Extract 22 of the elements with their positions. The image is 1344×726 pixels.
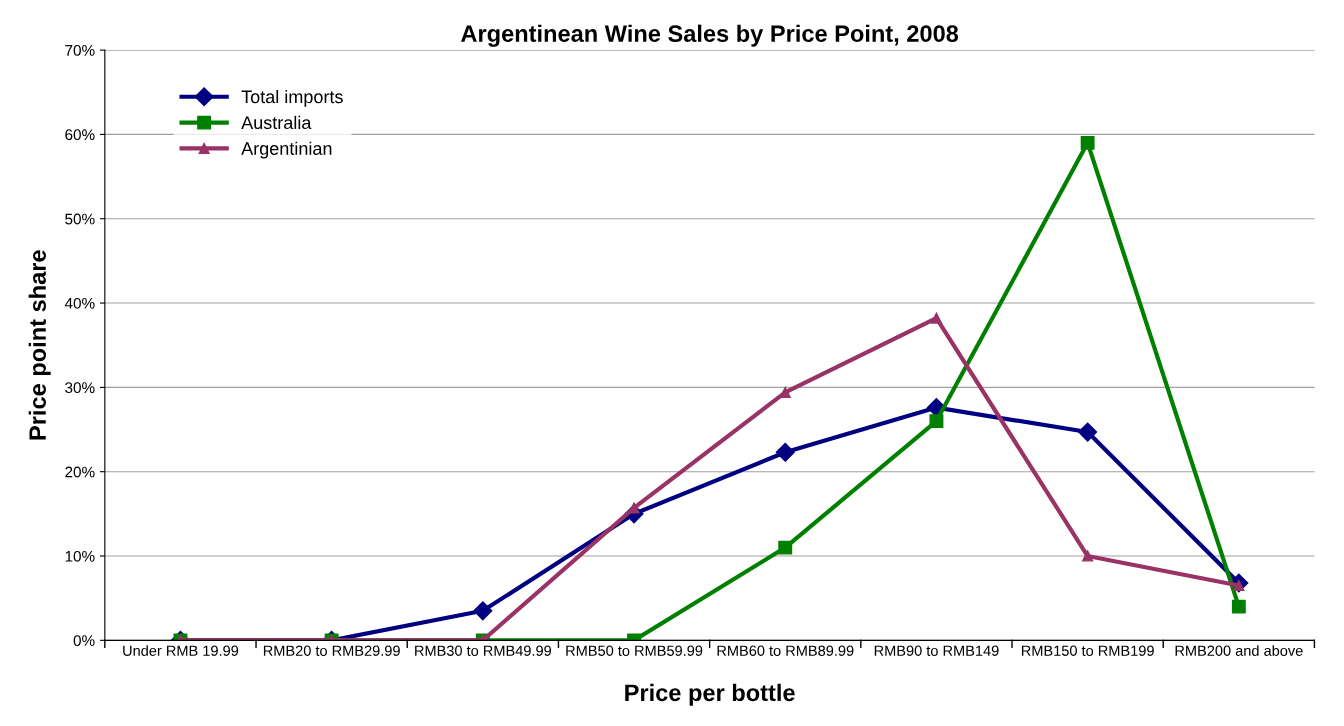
y-tick-label: 10% [65,550,95,562]
y-tick-label: 0% [73,635,95,647]
y-tick-label: 30% [65,382,95,394]
x-tick-label: RMB50 to RMB59.99 [566,645,703,656]
y-tick-label: 70% [65,44,95,56]
x-tick-label: RMB200 and above [1175,645,1303,656]
y-tick-label: 50% [65,213,95,225]
x-tick-label: RMB20 to RMB29.99 [263,645,400,656]
legend-label: Australia [241,115,312,130]
legend-label: Argentinian [241,141,332,159]
x-tick-label: RMB150 to RMB199 [1021,645,1154,656]
x-axis-title: Price per bottle [625,683,795,706]
x-tick-label: RMB60 to RMB89.99 [717,645,854,656]
x-tick-label: Under RMB 19.99 [123,645,239,656]
legend-label: Total imports [241,89,343,107]
x-tick-label: RMB90 to RMB149 [874,645,999,656]
x-tick-label: RMB30 to RMB49.99 [415,645,552,656]
chart-title: Argentinean Wine Sales by Price Point, 2008 [461,24,959,47]
y-tick-label: 40% [64,297,95,309]
y-axis-title: Price point share [28,250,51,440]
y-tick-label: 60% [65,129,95,141]
y-tick-label: 20% [65,466,95,478]
